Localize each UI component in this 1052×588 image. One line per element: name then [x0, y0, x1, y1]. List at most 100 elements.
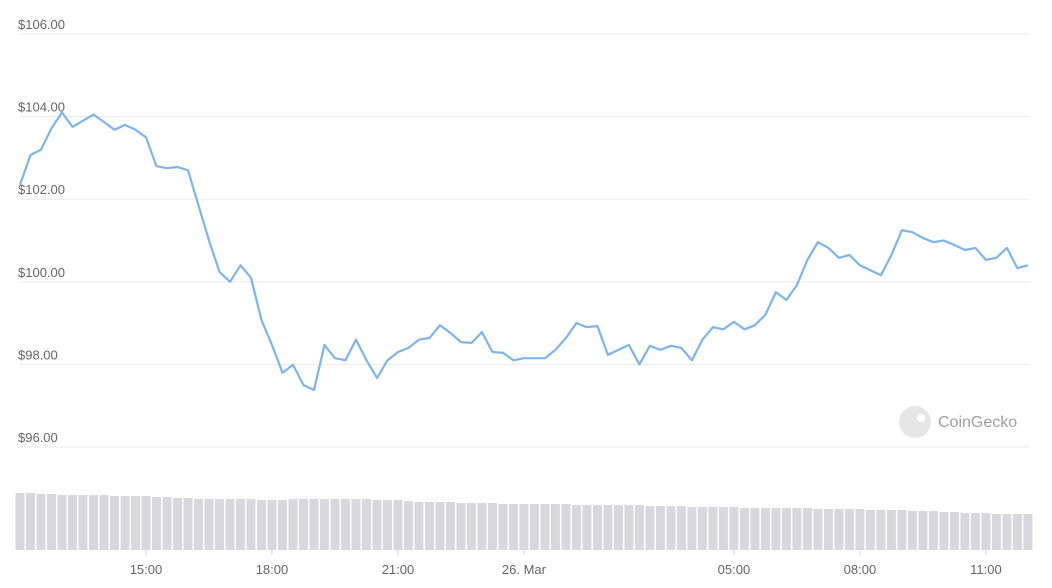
volume-bar	[172, 498, 182, 550]
volume-bar	[729, 507, 739, 550]
volume-bar	[897, 510, 907, 550]
volume-bar	[141, 496, 151, 550]
volume-bar	[634, 505, 644, 550]
volume-bar	[109, 496, 119, 550]
volume-bar	[687, 507, 697, 550]
volume-bar	[1002, 514, 1012, 550]
volume-bar	[15, 493, 25, 550]
volume-bar	[1023, 514, 1033, 550]
volume-bar	[162, 497, 172, 550]
volume-bar	[855, 509, 865, 550]
volume-bar	[99, 495, 109, 550]
volume-bar	[844, 509, 854, 550]
volume-bar	[823, 509, 833, 550]
volume-bar	[235, 499, 245, 550]
volume-bar	[645, 506, 655, 550]
volume-bar	[624, 505, 634, 550]
volume-bar	[928, 511, 938, 550]
volume-bar	[67, 495, 77, 550]
volume-bar	[78, 495, 88, 550]
volume-bar	[508, 504, 518, 550]
volume-bar	[435, 502, 445, 550]
volume-bar	[655, 506, 665, 550]
price-line	[18, 111, 1029, 392]
x-tick-label: 05:00	[718, 562, 751, 577]
volume-bar	[666, 506, 676, 550]
y-tick-label: $96.00	[18, 430, 58, 445]
volume-bar	[760, 508, 770, 550]
volume-bar	[498, 504, 508, 550]
volume-bar	[330, 499, 340, 550]
volume-bar	[225, 499, 235, 550]
volume-bar	[939, 512, 949, 550]
volume-bar	[151, 497, 161, 550]
y-tick-label: $100.00	[18, 265, 65, 280]
volume-bar	[25, 493, 35, 550]
volume-bar	[130, 496, 140, 550]
volume-bar	[603, 505, 613, 550]
volume-bar	[739, 508, 749, 550]
watermark: CoinGecko	[899, 406, 1017, 438]
volume-bar	[319, 499, 329, 550]
volume-bar	[540, 504, 550, 550]
volume-bar	[1012, 514, 1022, 550]
volume-bar	[361, 499, 371, 550]
x-tick-label: 11:00	[970, 562, 1002, 577]
x-tick-label: 18:00	[256, 562, 289, 577]
volume-bar	[970, 513, 980, 550]
volume-bar	[750, 508, 760, 550]
volume-bar	[781, 508, 791, 550]
volume-bar	[960, 513, 970, 550]
volume-bar	[886, 510, 896, 550]
volume-bar	[918, 511, 928, 550]
volume-bar	[309, 499, 319, 550]
volume-bar	[393, 500, 403, 550]
volume-bar	[708, 507, 718, 550]
volume-bar	[340, 499, 350, 550]
volume-bar	[372, 500, 382, 550]
volume-bar	[414, 502, 424, 550]
volume-bar	[214, 499, 224, 550]
volume-bar	[529, 504, 539, 550]
volume-bar	[697, 507, 707, 550]
volume-bar	[36, 494, 46, 550]
y-tick-label: $106.00	[18, 17, 65, 32]
volume-bar	[519, 504, 529, 550]
volume-bar	[613, 505, 623, 550]
volume-bar	[120, 496, 130, 550]
volume-bar	[802, 508, 812, 550]
volume-bar	[991, 514, 1001, 550]
volume-bar	[46, 494, 56, 550]
volume-bar	[256, 500, 266, 550]
volume-bar	[204, 499, 214, 550]
volume-bar	[865, 510, 875, 550]
volume-bar	[949, 512, 959, 550]
volume-bar	[771, 508, 781, 550]
volume-bar	[466, 503, 476, 550]
volume-bar	[246, 499, 256, 550]
watermark-icon	[899, 406, 931, 438]
volume-bar	[456, 503, 466, 550]
volume-bar	[571, 505, 581, 550]
x-tick-label: 15:00	[130, 562, 163, 577]
volume-bar	[267, 500, 277, 550]
volume-bar	[676, 506, 686, 550]
volume-bar	[718, 507, 728, 550]
x-tick-label: 08:00	[844, 562, 877, 577]
watermark-text: CoinGecko	[938, 414, 1017, 431]
volume-bar	[477, 503, 487, 550]
volume-bar	[792, 508, 802, 550]
x-tick-label: 21:00	[382, 562, 415, 577]
volume-bar	[57, 495, 67, 550]
volume-bar	[834, 509, 844, 550]
volume-bar	[445, 502, 455, 550]
x-tick-label: 26. Mar	[502, 562, 547, 577]
y-tick-label: $102.00	[18, 182, 65, 197]
volume-bar	[351, 499, 361, 550]
volume-bar	[981, 513, 991, 550]
volume-bar	[277, 500, 287, 550]
volume-bar	[88, 495, 98, 550]
volume-bar	[424, 502, 434, 550]
volume-bar	[907, 511, 917, 550]
